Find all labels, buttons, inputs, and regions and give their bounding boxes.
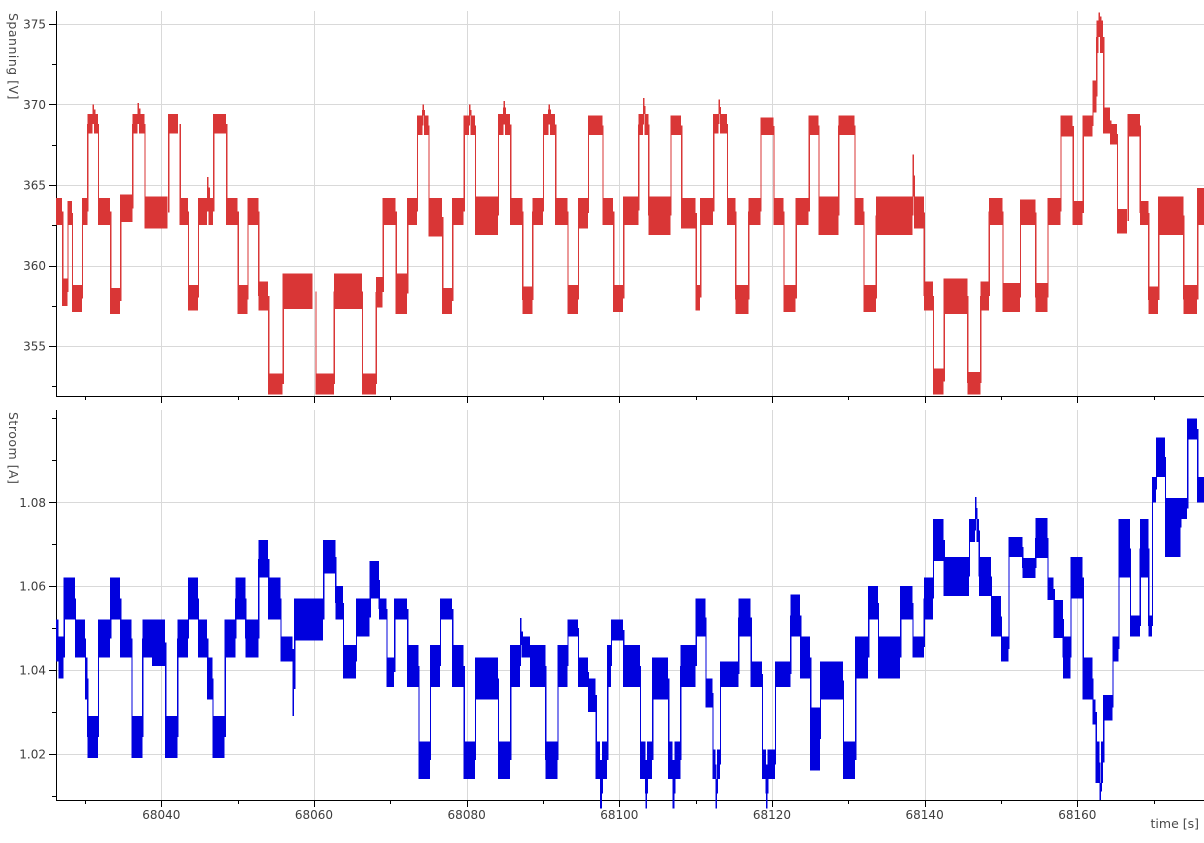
svg-text:68040: 68040 <box>142 808 180 822</box>
svg-text:370: 370 <box>23 98 46 112</box>
svg-text:68140: 68140 <box>906 808 944 822</box>
svg-text:375: 375 <box>23 17 46 31</box>
svg-text:1.02: 1.02 <box>19 747 46 761</box>
svg-text:355: 355 <box>23 340 46 354</box>
svg-text:360: 360 <box>23 259 46 273</box>
time-axis-title: time [s] <box>1150 816 1199 831</box>
svg-text:1.04: 1.04 <box>19 664 46 678</box>
svg-text:1.06: 1.06 <box>19 580 46 594</box>
svg-text:68100: 68100 <box>600 808 638 822</box>
svg-text:365: 365 <box>23 178 46 192</box>
svg-text:68120: 68120 <box>753 808 791 822</box>
svg-text:68060: 68060 <box>295 808 333 822</box>
svg-text:1.08: 1.08 <box>19 496 46 510</box>
voltage-axis-title: Spanning [V] <box>6 13 21 100</box>
svg-text:68080: 68080 <box>448 808 486 822</box>
current-axis-title: Stroom [A] <box>6 412 21 485</box>
svg-text:68160: 68160 <box>1058 808 1096 822</box>
